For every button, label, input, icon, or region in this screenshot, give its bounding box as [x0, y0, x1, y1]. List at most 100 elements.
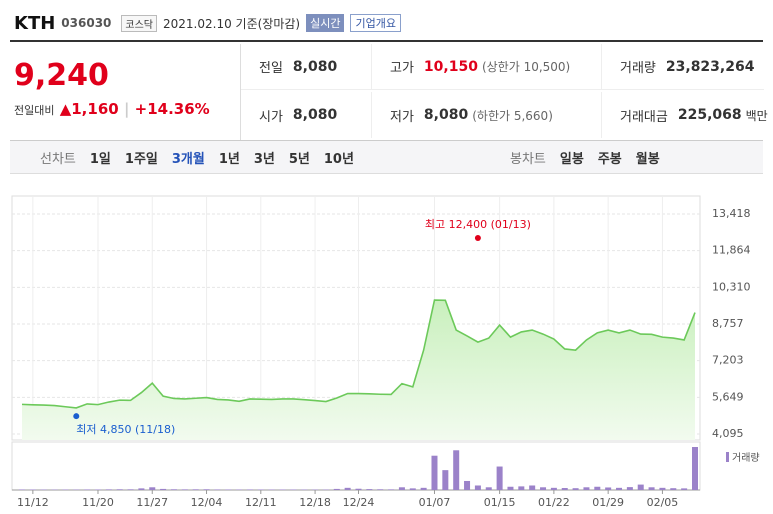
quote-value: 8,080 — [423, 107, 469, 123]
stock-code: 036030 — [61, 16, 112, 30]
volume-bar — [485, 487, 492, 490]
x-tick-label: 01/29 — [592, 496, 624, 509]
volume-bar — [529, 485, 536, 490]
quote-cell: 시가 8,080 — [241, 92, 371, 138]
x-tick-label: 12/04 — [191, 496, 223, 509]
change-value: 1,160 — [71, 100, 119, 118]
volume-bar — [388, 489, 395, 490]
date: 2021.02.10 기준(장마감) — [163, 16, 301, 31]
volume-bar — [192, 489, 199, 490]
volume-bar — [94, 489, 101, 490]
quote-value: 8,080 — [292, 107, 338, 123]
price-line — [21, 299, 696, 409]
volume-frame — [11, 441, 701, 491]
volume-bar — [290, 489, 297, 490]
quote-value: 10,150 — [423, 58, 478, 75]
volume-bar — [149, 487, 156, 490]
volume-bar — [453, 450, 460, 490]
volume-legend-swatch — [726, 452, 729, 462]
volume-bar — [431, 455, 438, 490]
quote-note: (하한가 5,660) — [472, 108, 553, 123]
quote-label: 전일 — [259, 61, 283, 76]
volume-bar — [518, 486, 525, 490]
y-tick-label: 8,757 — [712, 317, 744, 330]
tab[interactable]: 10년 — [323, 151, 354, 167]
quote-label: 저가 — [390, 109, 414, 125]
volume-bar — [105, 489, 112, 490]
volume-bar — [344, 487, 351, 490]
volume-bar — [464, 480, 471, 490]
volume-bar — [616, 487, 623, 490]
y-tick-label: 10,310 — [712, 280, 751, 293]
volume-bar — [116, 489, 123, 490]
volume-bar — [170, 489, 177, 490]
volume-bar — [214, 489, 221, 490]
x-tick-label: 12/24 — [343, 496, 375, 509]
tab[interactable]: 월봉 — [635, 151, 660, 167]
volume-bar — [377, 489, 384, 490]
volume-bar — [203, 489, 210, 490]
quote-table: 전일 8,080 고가 10,150 (상한가 10,500) 거래량 23,823,264… — [240, 44, 768, 140]
x-tick-label: 11/12 — [17, 496, 49, 509]
y-tick-label: 11,864 — [712, 244, 751, 257]
y-tick-label: 7,203 — [712, 354, 744, 367]
chart-tabs: 선차트 1일 1주일 3개월 1년 3년 5년 10년 봉차트 일봉 주봉 월봉 — [10, 140, 763, 174]
annotation-point — [73, 413, 80, 420]
volume-bar — [333, 488, 340, 490]
x-tick-label: 11/20 — [82, 496, 114, 509]
volume-bar — [648, 487, 655, 490]
volume-bar — [626, 487, 633, 490]
volume-bar — [594, 486, 601, 490]
annotation-label: 최고 12,400 (01/13) — [425, 218, 531, 231]
volume-bar — [540, 487, 547, 490]
quote-label: 거래량 — [620, 61, 656, 76]
volume-bar — [84, 489, 91, 490]
quote-value: 225,068 — [677, 107, 742, 123]
volume-bar — [442, 470, 449, 490]
volume-bar — [355, 488, 362, 490]
y-tick-label: 13,418 — [712, 207, 751, 220]
volume-bar — [398, 487, 405, 490]
overview-button[interactable]: 기업개요 — [350, 14, 401, 32]
tab[interactable]: 1일 — [89, 151, 111, 167]
quote-value: 23,823,264 — [665, 58, 755, 75]
volume-bar — [572, 488, 579, 490]
quote-value: 8,080 — [292, 58, 338, 75]
current-price: 9,240 — [14, 58, 109, 93]
quote-label: 거래대금 — [620, 109, 668, 125]
tab[interactable]: 1주일 — [124, 151, 158, 167]
quote-label: 고가 — [390, 61, 414, 76]
volume-bar — [605, 487, 612, 490]
tab-group: 봉차트 일봉 주봉 월봉 — [510, 141, 660, 173]
volume-bar — [160, 488, 167, 490]
volume-bar — [583, 487, 590, 490]
volume-bar — [637, 484, 644, 490]
realtime-button[interactable]: 실시간 — [306, 14, 345, 32]
volume-bar — [181, 489, 188, 490]
x-tick-label: 11/27 — [136, 496, 168, 509]
tab[interactable]: 5년 — [288, 151, 310, 167]
tab[interactable]: 3년 — [253, 151, 275, 167]
volume-legend: 거래량 — [732, 452, 760, 464]
x-tick-label: 12/18 — [299, 496, 331, 509]
tab-group-label: 봉차트 — [510, 151, 546, 167]
volume-bar — [257, 489, 264, 490]
volume-bar — [366, 489, 373, 490]
change: 전일대비 ▲1,160 | +14.36% — [14, 100, 210, 118]
tab[interactable]: 주봉 — [597, 151, 622, 167]
volume-bar — [225, 489, 232, 490]
volume-bar — [409, 488, 416, 490]
x-tick-label: 01/15 — [484, 496, 516, 509]
stock-name: KTH — [14, 12, 56, 34]
volume-bar — [670, 488, 677, 490]
quote-cell: 거래대금 225,068 백만 — [601, 92, 768, 138]
volume-bar — [19, 489, 25, 490]
tab[interactable]: 1년 — [218, 151, 240, 167]
volume-bar — [692, 447, 698, 490]
y-tick-label: 5,649 — [712, 390, 744, 403]
tab[interactable]: 일봉 — [559, 151, 584, 167]
y-tick-label: 4,095 — [712, 427, 744, 440]
volume-bar — [496, 466, 503, 490]
tab[interactable]: 3개월 — [171, 151, 205, 167]
